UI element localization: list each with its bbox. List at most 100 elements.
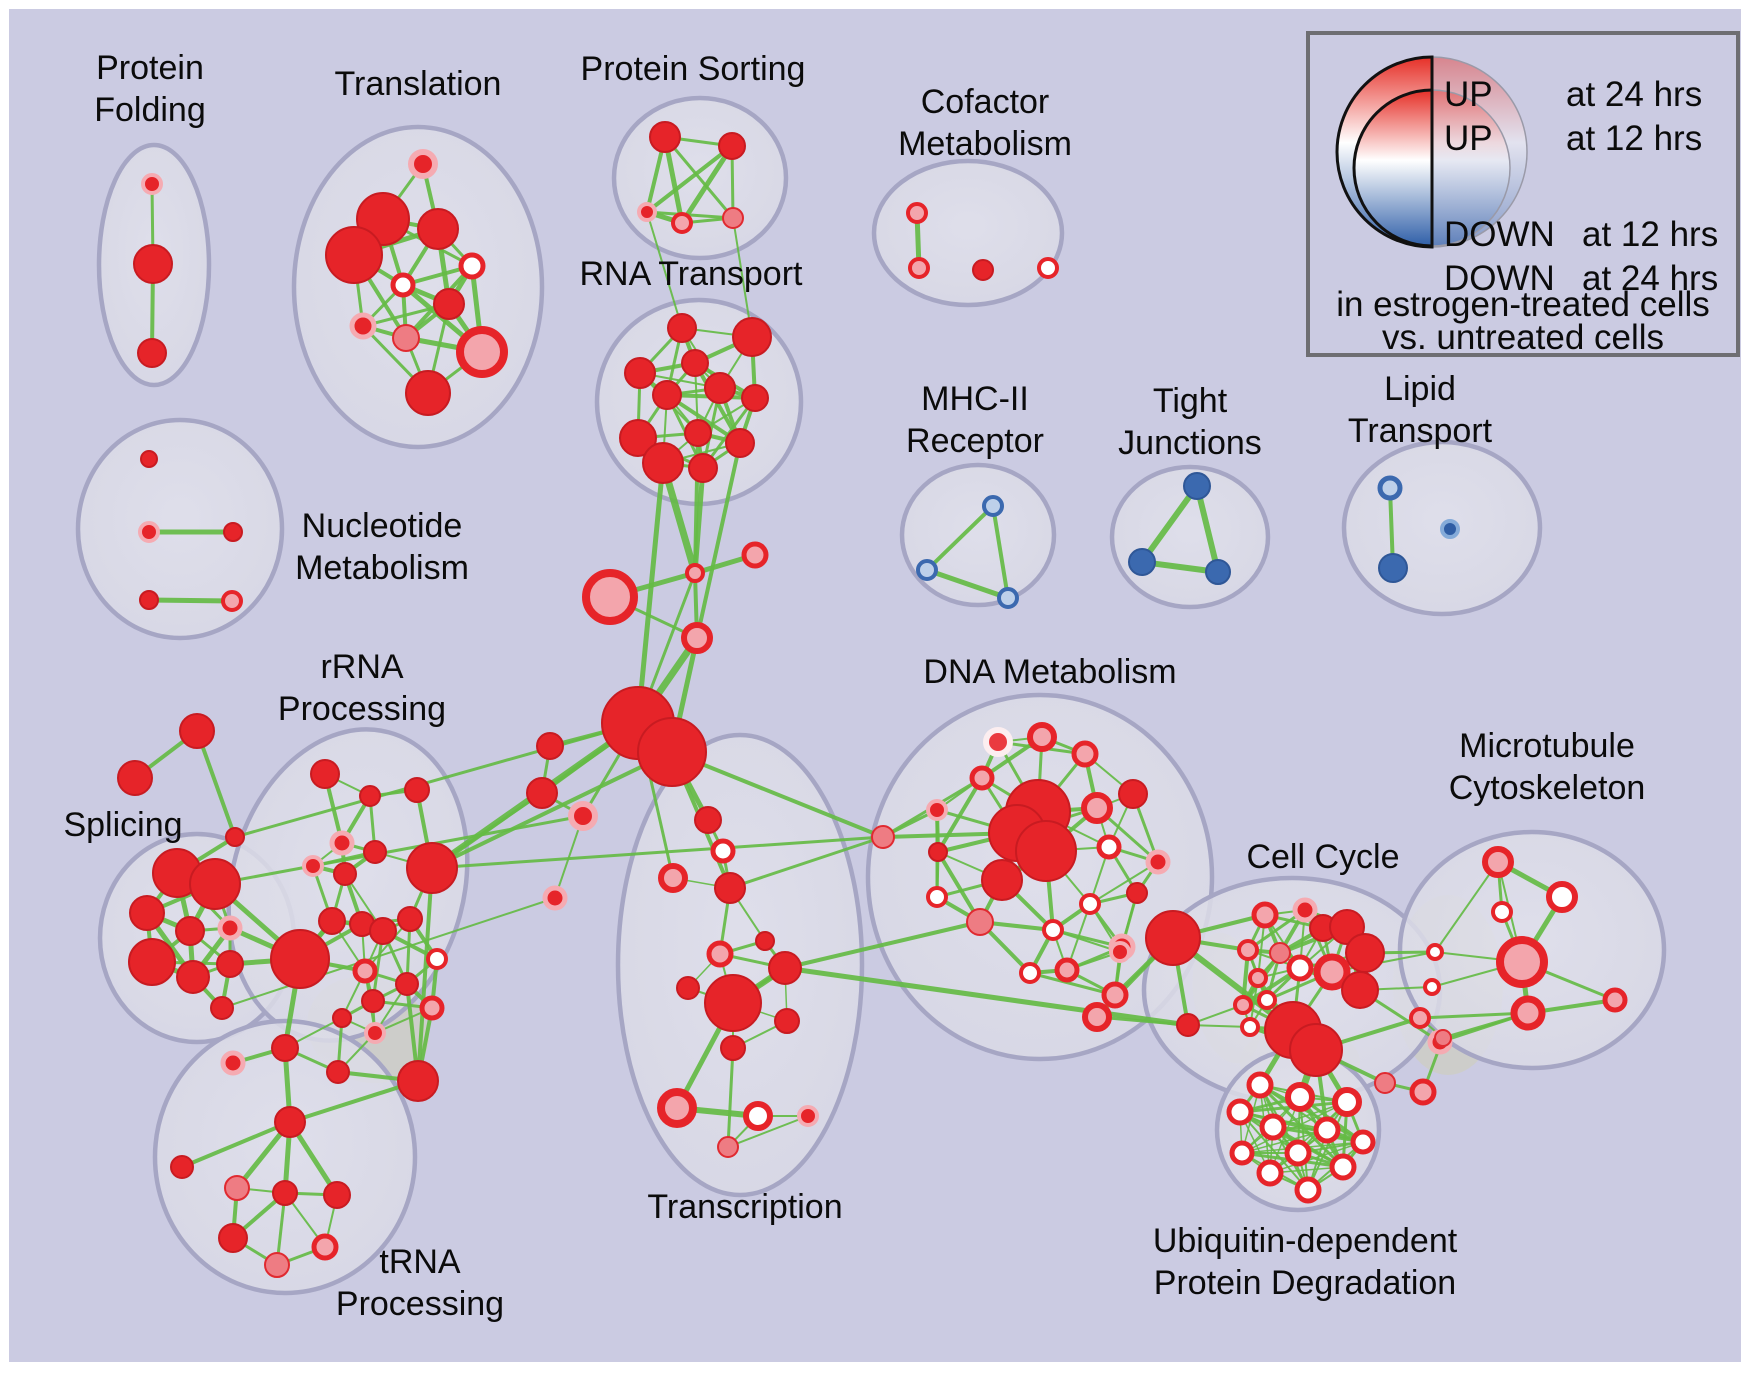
cluster-label-layer: Protein Folding Translation Protein Sorting… [63,49,1645,1323]
gene-node-rr15 [419,995,445,1021]
interaction-edge [663,135,735,220]
gene-node-lt0 [1377,475,1403,501]
interaction-edge [221,897,556,1009]
cluster-label-mhc-ii-receptor: Receptor [906,422,1044,460]
gene-node-rr10 [369,917,397,945]
gene-node-cc21 [1409,1078,1437,1106]
interaction-edge [727,1115,809,1148]
gene-node-tx1 [710,838,736,864]
cluster-label-microtubule-cytoskeleton: Cytoskeleton [1449,769,1646,807]
gene-node-dm3 [969,765,995,791]
gene-node-ub6 [1350,1129,1376,1155]
gene-node-tx14 [717,1136,739,1158]
gene-node-tx7 [704,974,762,1032]
gene-node-rt8 [619,419,657,457]
cluster-label-trna-processing: tRNA [379,1243,461,1281]
gene-node-tx6 [676,976,700,1000]
legend-gradient-circle-12h-left [1352,88,1434,248]
cluster-label-tight-junctions: Junctions [1118,424,1262,462]
gene-node-rr0 [310,759,340,789]
gene-node-tx2 [658,863,688,893]
gene-node-rr16 [332,1008,352,1028]
gene-node-cc10 [1248,968,1268,988]
gene-node-dm9 [1015,820,1077,882]
gene-node-tx4 [755,931,775,951]
cluster-label-transcription: Transcription [647,1188,842,1226]
gene-node-nm0 [140,450,158,468]
cluster-ellipse-mhc-ii-receptor [899,462,1057,608]
gene-node-dm13 [981,859,1023,901]
gene-node-nm3 [139,590,159,610]
gene-node-tr4 [458,252,486,280]
interaction-edge [645,144,734,214]
gene-node-rt2 [624,357,656,389]
gene-node-tx10 [720,1035,746,1061]
gene-node-rt11 [688,453,718,483]
gene-node-rt0 [667,313,697,343]
gene-node-dm18 [1042,919,1064,941]
gene-node-tx0 [694,806,722,834]
gene-node-dm7 [1118,779,1148,809]
gene-node-rr21 [220,1050,246,1076]
gene-node-rt7 [684,419,712,447]
legend-gradient-circle-12h-right [1431,89,1511,247]
interaction-edge [1095,1015,1190,1027]
gene-node-sp2 [129,895,165,931]
gene-node-dm12 [928,842,948,862]
gene-node-cf1 [908,257,930,279]
gene-node-dm17 [1126,882,1148,904]
interaction-edge [180,1120,292,1169]
interaction-edge [991,504,1010,600]
gene-node-tr10 [405,370,451,416]
interaction-edge [925,504,995,572]
gene-node-rr2 [404,777,430,803]
gene-node-dm11 [1145,849,1171,875]
gene-node-rt5 [652,380,682,410]
gene-node-mt8 [1602,987,1628,1013]
gene-node-tj0 [1183,472,1211,500]
interaction-edge [195,729,237,839]
gene-node-ps3 [671,212,693,234]
gene-node-nm4 [221,590,243,612]
gene-node-cc1 [1292,897,1318,923]
gene-node-tn3 [218,1223,248,1253]
gene-node-cc11 [1257,990,1277,1010]
cluster-label-protein-folding: Folding [94,91,206,129]
gene-node-dm23 [1176,1013,1200,1037]
gene-node-tr6 [433,288,465,320]
legend: UP at 24 hrs UP at 12 hrs DOWN at 12 hrs DOWN a… [1306,31,1740,357]
gene-node-rt4 [704,372,736,404]
interaction-edge [416,866,434,1083]
legend-direction-label-3: DOWN [1444,259,1555,298]
gene-node-tn2 [323,1181,351,1209]
gene-node-hl3 [542,885,568,911]
gene-node-cc4 [1345,933,1385,973]
gene-node-ub3 [1226,1098,1254,1126]
gene-node-tx5 [706,940,734,968]
cluster-label-cofactor-metabolism: Metabolism [898,125,1072,163]
interaction-edge [146,597,235,604]
cluster-label-lipid-transport: Lipid [1384,370,1456,408]
interaction-edge [1307,1101,1348,1191]
gene-node-tx9 [774,1008,800,1034]
gene-node-ti [170,1155,194,1179]
gene-node-rr20 [326,1060,350,1084]
gene-node-db0 [871,825,895,849]
interaction-edge [1434,861,1499,953]
gene-node-cc8 [1313,953,1351,991]
gene-node-cc6 [1269,942,1291,964]
gene-node-mt0 [1482,846,1514,878]
interaction-edge [430,835,885,870]
gene-node-tr9 [456,326,508,378]
gene-node-ch1 [741,541,769,569]
gene-node-nm2 [223,522,243,542]
interaction-edge [732,217,753,338]
gene-node-lt1 [1378,553,1408,583]
cluster-label-ubiquitin-degradation: Ubiquitin-dependent [1153,1222,1458,1260]
gene-node-ub7 [1229,1140,1255,1166]
legend-direction-label-2: DOWN [1444,215,1555,254]
gene-node-ub9 [1329,1153,1357,1181]
interaction-edge [695,441,742,640]
gene-node-rr4 [302,855,324,877]
